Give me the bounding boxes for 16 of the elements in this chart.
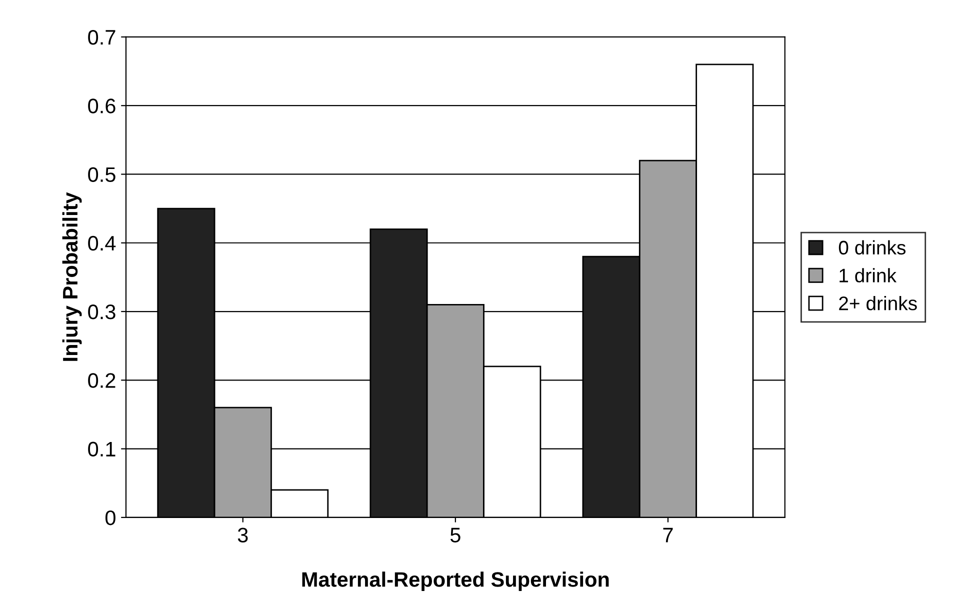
y-tick-label: 0.3 (88, 304, 116, 320)
x-axis-title: Maternal-Reported Supervision (302, 572, 609, 592)
x-tick-label: 3 (238, 528, 248, 542)
legend-label: 1 drink (840, 268, 897, 282)
legend-label: 0 drinks (838, 240, 906, 255)
y-tick-label: 0 (105, 510, 116, 526)
x-tick-label: 5 (450, 528, 460, 542)
legend-label: 2+ drinks (839, 296, 917, 310)
y-tick-label: 0.2 (88, 373, 116, 388)
y-tick-label: 0.6 (88, 98, 116, 114)
y-tick-label: 0.1 (88, 442, 116, 457)
x-tick-label: 7 (663, 528, 673, 542)
y-tick-label: 0.7 (88, 30, 116, 45)
y-axis-title: Injury Probability (62, 192, 82, 361)
y-tick-label: 0.4 (88, 236, 116, 251)
y-tick-label: 0.5 (88, 167, 116, 182)
